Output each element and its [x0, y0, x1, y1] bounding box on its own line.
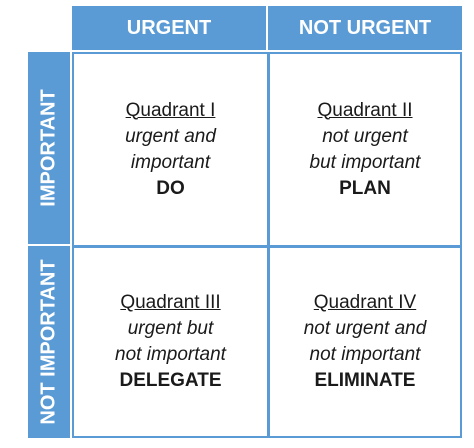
quadrant-description-line: not important [115, 344, 226, 365]
quadrant-title: Quadrant I [125, 99, 216, 121]
quadrant-action: DELEGATE [119, 370, 222, 391]
quadrant-grid: Quadrant I urgent and important DO Quadr… [72, 52, 462, 438]
quadrant-description-line: not important [309, 344, 421, 365]
quadrant-title: Quadrant II [317, 99, 413, 121]
column-header-urgent: URGENT [72, 6, 266, 50]
quadrant-title: Quadrant IV [313, 292, 417, 313]
quadrant-description-line: but important [309, 151, 421, 173]
row-header-not-important: NOT IMPORTANT [28, 246, 70, 438]
row-header-important: IMPORTANT [28, 52, 70, 244]
quadrant-action: DO [156, 177, 185, 199]
quadrant-4: Quadrant IV not urgent and not important… [270, 248, 460, 436]
row-header-not-important-label: NOT IMPORTANT [37, 259, 60, 425]
quadrant-2: Quadrant II not urgent but important PLA… [270, 54, 460, 245]
quadrant-1: Quadrant I urgent and important DO [74, 54, 267, 245]
quadrant-description-line: urgent and [125, 125, 216, 147]
quadrant-title: Quadrant III [120, 292, 221, 313]
quadrant-description-line: urgent but [127, 318, 214, 339]
column-header-not-urgent: NOT URGENT [268, 6, 462, 50]
quadrant-3: Quadrant III urgent but not important DE… [74, 248, 267, 436]
row-header-important-label: IMPORTANT [37, 89, 60, 207]
quadrant-action: ELIMINATE [314, 370, 416, 391]
quadrant-action: PLAN [339, 177, 391, 199]
quadrant-description-line: not urgent and [303, 318, 427, 339]
quadrant-description-line: not urgent [322, 125, 408, 147]
quadrant-description-line: important [130, 151, 211, 173]
